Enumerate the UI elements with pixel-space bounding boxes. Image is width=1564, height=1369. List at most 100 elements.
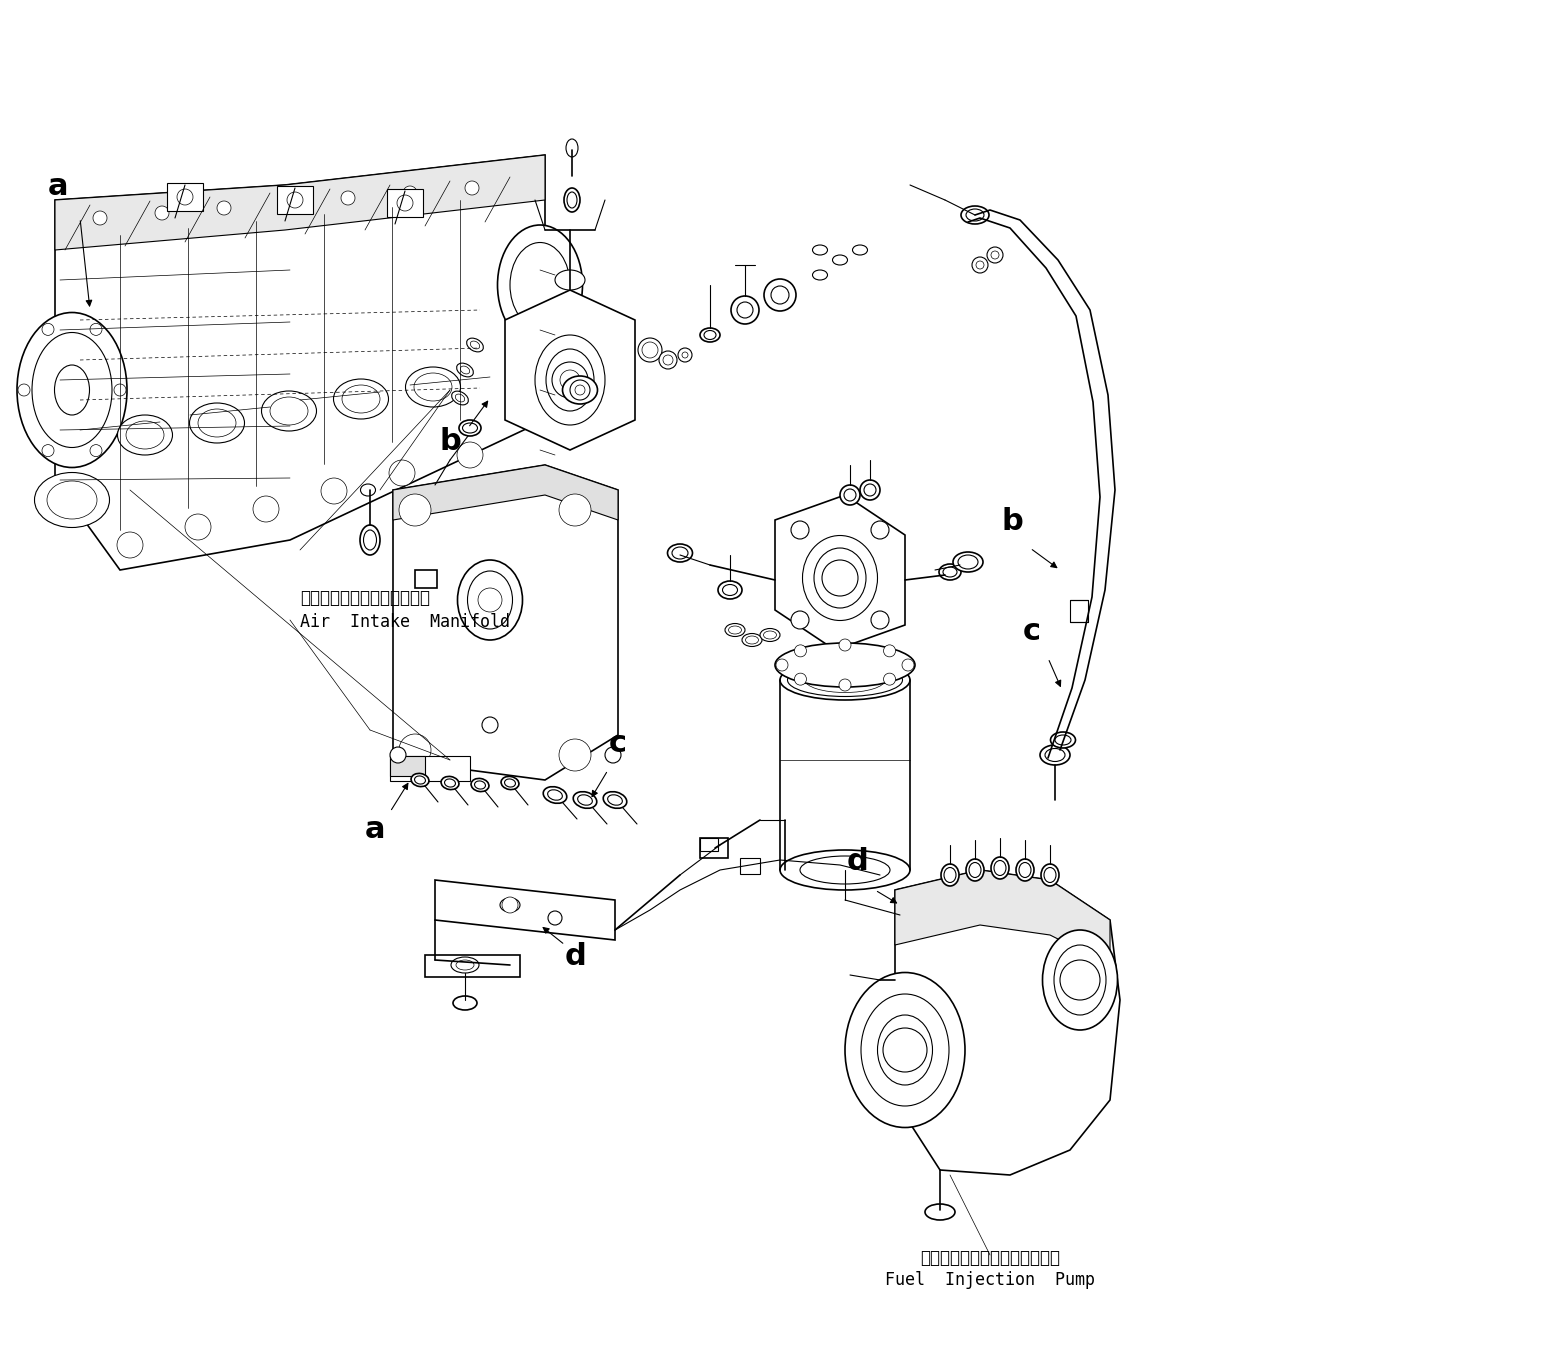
Circle shape [558,494,591,526]
Text: Air  Intake  Manifold: Air Intake Manifold [300,613,510,631]
Ellipse shape [673,548,688,559]
Circle shape [638,338,662,361]
Circle shape [155,205,169,220]
Ellipse shape [271,397,308,424]
Ellipse shape [563,376,597,404]
Circle shape [565,500,585,520]
Circle shape [976,261,984,268]
Circle shape [884,674,896,684]
Ellipse shape [457,960,474,971]
Ellipse shape [568,192,577,208]
Ellipse shape [474,780,485,789]
Ellipse shape [543,787,566,804]
Circle shape [992,251,999,259]
Ellipse shape [55,366,89,415]
Circle shape [122,537,138,553]
Circle shape [884,1028,927,1072]
Ellipse shape [924,1203,956,1220]
Ellipse shape [457,363,474,376]
Circle shape [399,734,432,767]
Ellipse shape [746,637,759,643]
Ellipse shape [466,338,483,352]
Circle shape [189,519,206,535]
Ellipse shape [942,864,959,886]
Ellipse shape [805,668,885,693]
Circle shape [258,501,274,517]
Circle shape [404,186,418,200]
Circle shape [569,381,590,400]
Circle shape [177,189,192,205]
Circle shape [114,383,127,396]
Polygon shape [895,871,1110,965]
Ellipse shape [608,795,622,805]
Ellipse shape [343,385,380,413]
Ellipse shape [1045,868,1056,883]
Text: c: c [1023,617,1042,646]
Bar [389,756,471,780]
Ellipse shape [992,857,1009,879]
Ellipse shape [845,972,965,1128]
Polygon shape [776,496,906,650]
Ellipse shape [455,394,465,402]
Ellipse shape [718,580,741,600]
Circle shape [641,342,658,359]
Circle shape [663,355,673,366]
Circle shape [679,348,691,361]
Ellipse shape [1040,745,1070,765]
Ellipse shape [565,188,580,212]
Text: Fuel  Injection  Pump: Fuel Injection Pump [885,1270,1095,1290]
Circle shape [92,211,106,225]
Circle shape [42,445,55,457]
Circle shape [185,513,211,539]
Ellipse shape [17,312,127,467]
Bar [389,756,425,776]
Circle shape [278,196,292,209]
Ellipse shape [333,379,388,419]
Bar [425,956,519,977]
Circle shape [771,286,788,304]
Circle shape [321,478,347,504]
Ellipse shape [1056,735,1071,745]
Circle shape [552,361,588,398]
Circle shape [465,181,479,194]
Ellipse shape [852,245,868,255]
Circle shape [737,303,752,318]
Ellipse shape [463,423,477,433]
Polygon shape [505,290,635,450]
Circle shape [987,246,1003,263]
Bar [701,838,727,858]
Ellipse shape [813,270,827,281]
Ellipse shape [363,530,377,550]
Polygon shape [435,880,615,941]
Ellipse shape [452,392,468,405]
Ellipse shape [760,628,780,642]
Ellipse shape [970,862,981,878]
Text: d: d [848,847,870,876]
Bar [1070,600,1089,622]
Ellipse shape [704,330,716,340]
Ellipse shape [458,420,482,435]
Ellipse shape [780,660,910,700]
Ellipse shape [862,994,949,1106]
Ellipse shape [444,779,455,787]
Text: フェルインジェクションポンプ: フェルインジェクションポンプ [920,1249,1060,1266]
Circle shape [91,323,102,335]
Ellipse shape [574,791,597,808]
Circle shape [461,448,479,463]
Bar [740,858,760,873]
Circle shape [560,370,580,390]
Circle shape [795,645,807,657]
Polygon shape [393,465,618,520]
Circle shape [457,442,483,468]
Ellipse shape [555,270,585,290]
Ellipse shape [776,643,915,687]
Circle shape [795,674,807,684]
Polygon shape [55,155,544,251]
Text: エアーインテークマニホルド: エアーインテークマニホルド [300,589,430,606]
Ellipse shape [952,552,984,572]
Ellipse shape [546,349,594,411]
Circle shape [405,741,425,760]
Circle shape [823,560,859,596]
Bar [167,183,203,211]
Bar [386,189,422,218]
